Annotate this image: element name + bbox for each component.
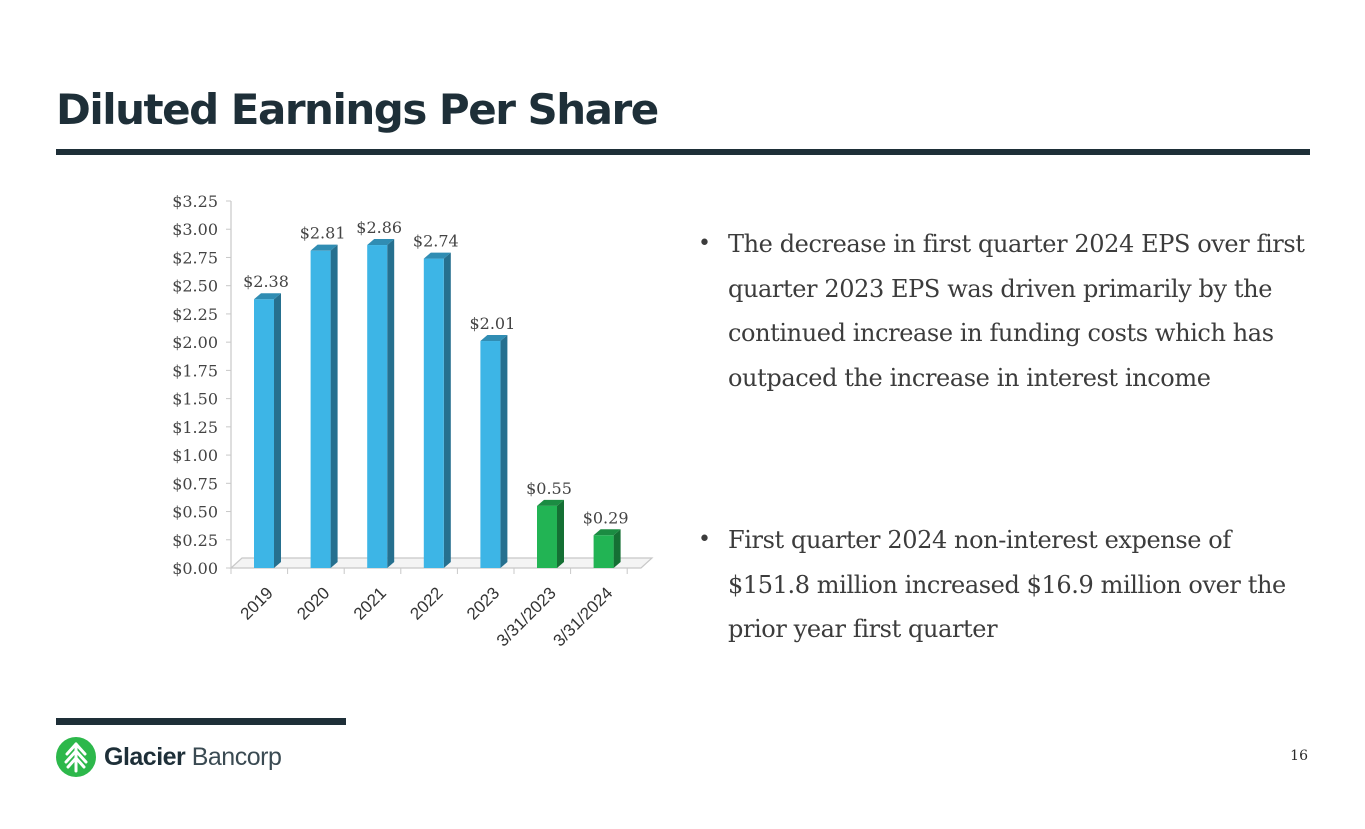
y-tick-label: $1.25 [172, 418, 218, 437]
bullet-item: • First quarter 2024 non-interest expens… [698, 518, 1308, 652]
y-tick-label: $0.50 [172, 503, 218, 522]
bar [423, 258, 444, 568]
y-tick-label: $0.25 [172, 531, 218, 550]
bar-top [480, 335, 508, 342]
company-logo: Glacier Bancorp [56, 737, 282, 777]
y-tick-label: $2.25 [172, 305, 218, 324]
bullet-text: The decrease in first quarter 2024 EPS o… [728, 230, 1305, 392]
bar [593, 535, 614, 568]
title-underline [56, 149, 1310, 155]
slide-title: Diluted Earnings Per Share [56, 85, 659, 134]
tree-leaf-icon [56, 737, 96, 777]
y-tick-label: $2.50 [172, 277, 218, 296]
x-tick-label: 2022 [406, 583, 446, 623]
x-tick-label: 2019 [237, 583, 277, 623]
bullet-item: • The decrease in first quarter 2024 EPS… [698, 222, 1308, 400]
x-tick-label: 3/31/2024 [550, 583, 617, 650]
bar-side [500, 335, 508, 568]
bar-side [274, 293, 281, 568]
data-label: $2.38 [243, 272, 289, 291]
bar-top [593, 529, 621, 536]
bar-top [367, 239, 395, 246]
x-tick-label: 2023 [463, 583, 503, 623]
x-tick-label: 2021 [350, 583, 390, 623]
data-label: $2.74 [413, 232, 459, 251]
data-label: $2.86 [356, 218, 402, 237]
bar-side [330, 244, 338, 568]
bar-top [254, 293, 281, 300]
bar [254, 299, 274, 568]
y-tick-label: $1.00 [172, 446, 218, 465]
y-tick-label: $0.75 [172, 474, 218, 493]
bar-side [387, 239, 395, 568]
x-tick-label: 2020 [293, 583, 333, 623]
data-label: $2.01 [469, 314, 515, 333]
x-tick-label: 3/31/2023 [493, 583, 560, 650]
logo-name-light: Bancorp [185, 742, 282, 771]
data-label: $2.81 [300, 224, 346, 243]
page-number: 16 [1290, 748, 1308, 764]
y-tick-label: $0.00 [172, 559, 218, 578]
bullet-dot: • [698, 231, 711, 256]
eps-bar-chart: $0.00 $0.25 $0.50 $0.75 $1.00 $1.25 $1.50 $1.75… [172, 192, 654, 650]
bar-top [537, 499, 564, 506]
y-tick-label: $3.25 [172, 192, 218, 211]
bar [537, 505, 557, 568]
y-tick-label: $1.75 [172, 361, 218, 380]
y-tick-label: $2.75 [172, 248, 218, 267]
bar-side [613, 529, 621, 568]
bar-top [423, 252, 451, 259]
data-label: $0.29 [583, 508, 629, 527]
bar-side [443, 252, 451, 568]
y-tick-label: $3.00 [172, 220, 218, 239]
bar-side [557, 499, 564, 568]
y-tick-label: $2.00 [172, 333, 218, 352]
data-label: $0.55 [526, 479, 572, 498]
logo-name-bold: Glacier [104, 742, 186, 771]
logo-wordmark: Glacier Bancorp [104, 742, 282, 772]
bar [310, 250, 331, 568]
footer-rule [56, 718, 346, 725]
bar [367, 245, 388, 568]
bullet-text: First quarter 2024 non-interest expense … [728, 526, 1286, 643]
bar [480, 341, 501, 568]
bullet-dot: • [698, 527, 711, 552]
y-tick-label: $1.50 [172, 390, 218, 409]
bar-top [310, 244, 338, 251]
